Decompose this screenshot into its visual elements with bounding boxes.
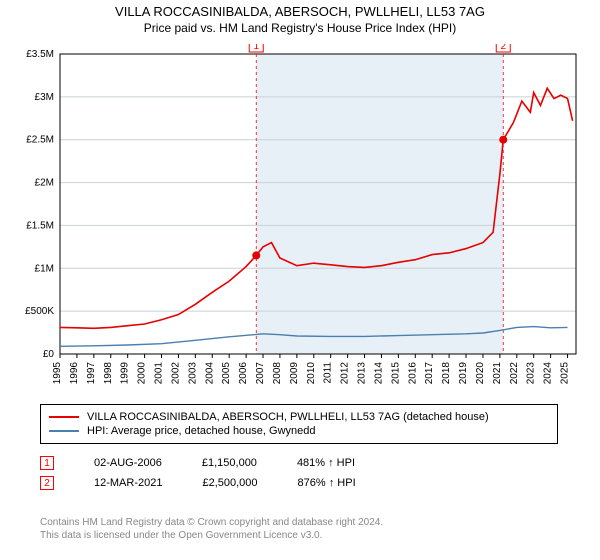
y-tick-label: £0 — [43, 349, 55, 360]
event-delta: 876% ↑ HPI — [298, 477, 356, 489]
x-tick-label: 1996 — [69, 362, 80, 385]
event-price: £2,500,000 — [202, 477, 257, 489]
footer-attribution: Contains HM Land Registry data © Crown c… — [40, 516, 383, 542]
footer-line: This data is licensed under the Open Gov… — [40, 529, 383, 542]
event-delta: 481% ↑ HPI — [297, 457, 355, 469]
event-table: 1 02-AUG-2006 £1,150,000 481% ↑ HPI 2 12… — [40, 450, 356, 496]
chart-area: £0 £500K £1M £1.5M £2M £2.5M £3M £3.5M 1995 1996 1… — [12, 44, 588, 394]
y-tick-label: £2M — [35, 178, 54, 189]
chart-title-2: Price paid vs. HM Land Registry's House … — [0, 21, 600, 35]
event-price: £1,150,000 — [202, 457, 257, 469]
marker-box-label: 2 — [500, 44, 506, 52]
x-tick-label: 2019 — [458, 362, 469, 385]
x-tick-label: 2015 — [390, 362, 401, 385]
legend: VILLA ROCCASINIBALDA, ABERSOCH, PWLLHELI… — [40, 404, 558, 444]
chart-title-block: VILLA ROCCASINIBALDA, ABERSOCH, PWLLHELI… — [0, 0, 600, 35]
x-tick-label: 2007 — [255, 362, 266, 385]
y-tick-label: £3M — [35, 92, 54, 103]
x-tick-label: 2014 — [373, 362, 384, 385]
x-tick-label: 2000 — [137, 362, 148, 385]
x-tick-label: 2020 — [475, 362, 486, 385]
x-tick-label: 2022 — [509, 362, 520, 385]
chart-title-1: VILLA ROCCASINIBALDA, ABERSOCH, PWLLHELI… — [0, 4, 600, 19]
x-tick-label: 2010 — [306, 362, 317, 385]
x-tick-label: 2003 — [187, 362, 198, 385]
y-tick-label: £3.5M — [26, 49, 54, 60]
x-tick-label: 2001 — [154, 362, 165, 385]
x-tick-label: 2002 — [170, 362, 181, 385]
x-tick-label: 1998 — [103, 362, 114, 385]
x-tick-label: 2009 — [289, 362, 300, 385]
x-tick-label: 1995 — [52, 362, 63, 385]
y-tick-label: £1M — [35, 263, 54, 274]
x-tick-label: 2008 — [272, 362, 283, 385]
x-tick-label: 1997 — [86, 362, 97, 385]
event-row: 2 12-MAR-2021 £2,500,000 876% ↑ HPI — [40, 476, 356, 490]
x-tick-label: 2013 — [357, 362, 368, 385]
x-tick-label: 2012 — [340, 362, 351, 385]
x-tick-label: 1999 — [120, 362, 131, 385]
y-tick-label: £2.5M — [26, 135, 54, 146]
shade-band — [256, 54, 503, 354]
event-row: 1 02-AUG-2006 £1,150,000 481% ↑ HPI — [40, 456, 356, 470]
legend-swatch — [49, 430, 79, 432]
x-tick-label: 2021 — [492, 362, 503, 385]
x-tick-label: 2016 — [407, 362, 418, 385]
chart-svg: £0 £500K £1M £1.5M £2M £2.5M £3M £3.5M 1995 1996 1… — [12, 44, 588, 394]
x-tick-label: 2017 — [424, 362, 435, 385]
y-tick-label: £500K — [25, 306, 54, 317]
legend-row: VILLA ROCCASINIBALDA, ABERSOCH, PWLLHELI… — [49, 411, 549, 423]
event-marker-icon: 1 — [40, 456, 54, 470]
event-date: 02-AUG-2006 — [94, 457, 162, 469]
legend-label: HPI: Average price, detached house, Gwyn… — [87, 425, 316, 437]
x-tick-label: 2023 — [526, 362, 537, 385]
marker-dot — [499, 136, 507, 144]
legend-label: VILLA ROCCASINIBALDA, ABERSOCH, PWLLHELI… — [87, 411, 489, 423]
footer-line: Contains HM Land Registry data © Crown c… — [40, 516, 383, 529]
x-tick-label: 2025 — [560, 362, 571, 385]
x-tick-label: 2004 — [204, 362, 215, 385]
x-tick-label: 2006 — [238, 362, 249, 385]
marker-dot — [252, 251, 260, 259]
x-tick-label: 2018 — [441, 362, 452, 385]
event-marker-icon: 2 — [40, 476, 54, 490]
legend-swatch — [49, 416, 79, 418]
x-tick-label: 2005 — [221, 362, 232, 385]
legend-row: HPI: Average price, detached house, Gwyn… — [49, 425, 549, 437]
marker-box-label: 1 — [253, 44, 259, 52]
event-date: 12-MAR-2021 — [94, 477, 162, 489]
x-tick-label: 2024 — [543, 362, 554, 385]
y-tick-label: £1.5M — [26, 220, 54, 231]
x-tick-label: 2011 — [323, 362, 334, 384]
